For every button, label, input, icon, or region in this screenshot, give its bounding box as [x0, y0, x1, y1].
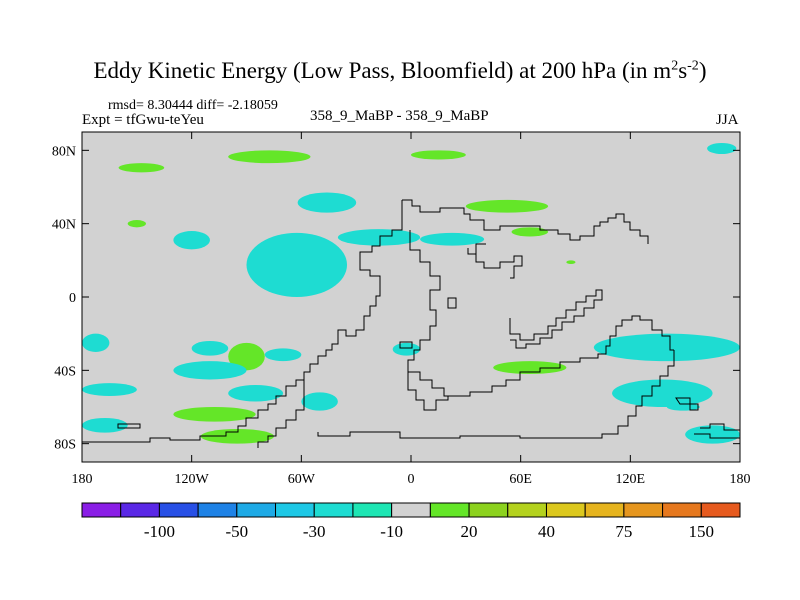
coast-antarctic-peninsula — [694, 423, 740, 439]
anomaly-patch-30 — [685, 425, 740, 444]
colorbar-label: -100 — [144, 522, 175, 541]
anomaly-patch-20 — [82, 383, 137, 397]
chart-title: Eddy Kinetic Energy (Low Pass, Bloomfiel… — [0, 58, 800, 84]
anomaly-patch-21 — [228, 385, 284, 402]
coast-indian-sub — [467, 248, 523, 279]
y-tick-label: 40S — [54, 364, 76, 379]
anomaly-patch-27 — [173, 407, 256, 422]
anomaly-patch-23 — [493, 361, 567, 375]
colorbar-swatch-16 — [700, 502, 741, 518]
colorbar-swatch-14 — [623, 502, 664, 518]
coast-east-asia — [509, 289, 603, 349]
anomaly-patch-29 — [200, 429, 274, 444]
x-axis-ticks: 180 120W 60W 0 60E 120E 180 — [72, 132, 751, 487]
anomaly-patch-1 — [228, 150, 311, 164]
title-s-exponent: -2 — [687, 58, 699, 74]
colorbar-swatch-10 — [468, 502, 509, 518]
x-tick-label: 180 — [730, 472, 751, 487]
colorbar-swatch-5 — [275, 502, 315, 518]
coast-south-america — [257, 380, 305, 448]
title-s-unit: s — [678, 58, 688, 83]
coast-australia-rim — [317, 350, 675, 439]
coast-islands-3 — [475, 243, 486, 254]
anomaly-patch-7 — [173, 231, 210, 250]
anomaly-patch-12 — [511, 227, 549, 237]
anomaly-patch-13 — [566, 260, 576, 264]
colorbar-swatch-2 — [158, 502, 199, 518]
coast-north-america — [402, 199, 649, 244]
anomaly-patch-9 — [273, 271, 320, 288]
anomaly-patch-17 — [82, 333, 110, 353]
colorbar-label: 150 — [689, 522, 715, 541]
colorbar: -100 -50 -30 -10 20 40 75 150 — [81, 502, 741, 541]
x-tick-label: 120W — [175, 472, 210, 487]
colorbar-label: 20 — [461, 522, 478, 541]
colorbar-swatch-12 — [545, 502, 586, 518]
x-tick-label: 60W — [288, 472, 316, 487]
anomaly-patch-26 — [301, 392, 338, 411]
colorbar-swatch-9 — [429, 502, 470, 518]
coast-med — [399, 341, 413, 349]
coast-west-africa — [407, 230, 674, 397]
stats-label: rmsd= 8.30444 diff= -2.18059 — [108, 98, 278, 113]
anomaly-patch-0 — [118, 163, 165, 173]
y-axis-ticks: 80N 40N 0 40S 80S — [52, 144, 740, 453]
title-main: Eddy Kinetic Energy (Low Pass, Bloomfiel… — [93, 58, 672, 83]
y-tick-label: 80N — [52, 144, 76, 159]
colorbar-swatch-4 — [236, 502, 277, 518]
colorbar-label: -50 — [225, 522, 248, 541]
expt-label: Expt = tfGwu-teYeu — [82, 112, 204, 128]
season-label: JJA — [716, 112, 739, 128]
anomaly-patch-25 — [612, 379, 713, 407]
y-tick-label: 80S — [54, 438, 76, 453]
anomaly-patch-8 — [246, 232, 348, 297]
coast-new-zealand — [675, 397, 699, 411]
anomaly-layer — [82, 143, 740, 444]
y-tick-label: 0 — [69, 291, 76, 306]
x-tick-label: 120E — [616, 472, 646, 487]
colorbar-swatch-6 — [313, 502, 354, 518]
y-tick-label: 40N — [52, 218, 76, 233]
anomaly-patch-28 — [82, 418, 128, 433]
anomaly-patch-15 — [235, 346, 251, 356]
anomaly-patch-18 — [191, 341, 229, 356]
anomaly-patch-22 — [392, 342, 421, 356]
colorbar-label: -10 — [380, 522, 403, 541]
coast-mexico — [82, 200, 403, 443]
runs-label: 358_9_MaBP - 358_9_MaBP — [310, 108, 489, 124]
colorbar-label: -30 — [303, 522, 326, 541]
x-tick-label: 0 — [408, 472, 415, 487]
coast-south-africa — [407, 372, 449, 411]
title-close: ) — [698, 58, 707, 83]
colorbar-label: 75 — [615, 522, 632, 541]
anomaly-patch-24 — [593, 333, 740, 362]
anomaly-patch-5 — [465, 199, 549, 213]
colorbar-swatch-0 — [81, 502, 122, 518]
colorbar-swatch-13 — [584, 502, 625, 518]
anomaly-patch-2 — [411, 150, 466, 160]
anomaly-patch-10 — [337, 229, 421, 246]
colorbar-swatch-3 — [197, 502, 238, 518]
coast-islands-1 — [447, 297, 457, 309]
anomaly-patch-31 — [666, 403, 700, 411]
colorbar-swatch-11 — [507, 502, 547, 518]
anomaly-patch-6 — [127, 220, 146, 228]
anomaly-patch-16 — [264, 348, 302, 362]
colorbar-swatch-1 — [120, 502, 160, 518]
colorbar-swatch-7 — [352, 502, 393, 518]
anomaly-patch-4 — [297, 192, 357, 213]
plot-background — [82, 132, 740, 462]
anomaly-patch-3 — [707, 143, 737, 154]
anomaly-patch-11 — [420, 232, 485, 246]
colorbar-swatch-15 — [662, 502, 702, 518]
coast-islands-2 — [117, 423, 141, 429]
coastlines — [82, 199, 740, 448]
x-tick-label: 180 — [72, 472, 93, 487]
x-tick-label: 60E — [509, 472, 532, 487]
colorbar-swatch-8 — [391, 502, 431, 518]
anomaly-patch-19 — [173, 361, 247, 380]
title-m-exponent: 2 — [671, 58, 679, 74]
colorbar-label: 40 — [538, 522, 555, 541]
